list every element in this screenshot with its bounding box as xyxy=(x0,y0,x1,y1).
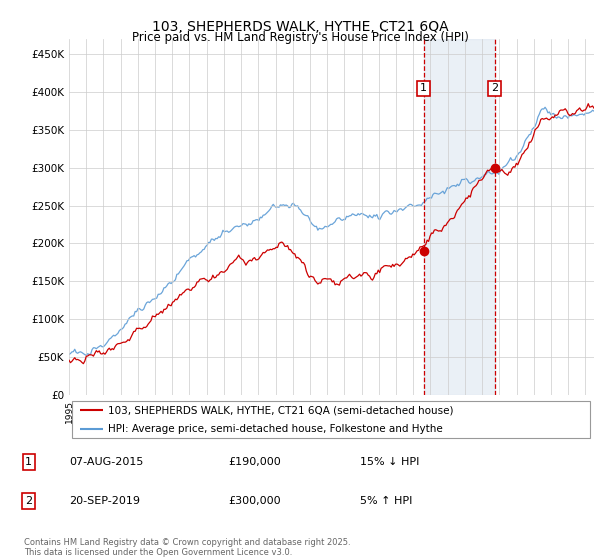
Text: Price paid vs. HM Land Registry's House Price Index (HPI): Price paid vs. HM Land Registry's House … xyxy=(131,31,469,44)
Text: 20-SEP-2019: 20-SEP-2019 xyxy=(69,496,140,506)
Text: 103, SHEPHERDS WALK, HYTHE, CT21 6QA (semi-detached house): 103, SHEPHERDS WALK, HYTHE, CT21 6QA (se… xyxy=(109,405,454,415)
Text: Contains HM Land Registry data © Crown copyright and database right 2025.
This d: Contains HM Land Registry data © Crown c… xyxy=(24,538,350,557)
FancyBboxPatch shape xyxy=(71,401,590,438)
Text: HPI: Average price, semi-detached house, Folkestone and Hythe: HPI: Average price, semi-detached house,… xyxy=(109,424,443,433)
Text: £300,000: £300,000 xyxy=(228,496,281,506)
Text: 1: 1 xyxy=(420,83,427,94)
Text: 103, SHEPHERDS WALK, HYTHE, CT21 6QA: 103, SHEPHERDS WALK, HYTHE, CT21 6QA xyxy=(152,20,448,34)
Text: 2: 2 xyxy=(491,83,498,94)
Text: 5% ↑ HPI: 5% ↑ HPI xyxy=(360,496,412,506)
Text: 2: 2 xyxy=(25,496,32,506)
Text: 15% ↓ HPI: 15% ↓ HPI xyxy=(360,457,419,467)
Text: 1: 1 xyxy=(25,457,32,467)
Bar xyxy=(424,39,494,395)
Text: £190,000: £190,000 xyxy=(228,457,281,467)
Text: 07-AUG-2015: 07-AUG-2015 xyxy=(69,457,143,467)
